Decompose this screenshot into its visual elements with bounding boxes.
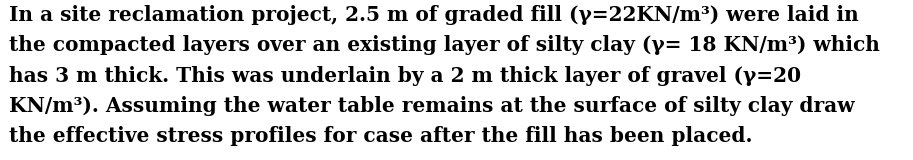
Text: has 3 m thick. This was underlain by a 2 m thick layer of gravel (γ=20: has 3 m thick. This was underlain by a 2… xyxy=(9,66,802,86)
Text: the compacted layers over an existing layer of silty clay (γ= 18 KN/m³) which: the compacted layers over an existing la… xyxy=(9,35,880,55)
Text: the effective stress profiles for case after the fill has been placed.: the effective stress profiles for case a… xyxy=(9,126,752,146)
Text: KN/m³). Assuming the water table remains at the surface of silty clay draw: KN/m³). Assuming the water table remains… xyxy=(9,96,855,116)
Text: In a site reclamation project, 2.5 m of graded fill (γ=22KN/m³) were laid in: In a site reclamation project, 2.5 m of … xyxy=(9,5,859,25)
